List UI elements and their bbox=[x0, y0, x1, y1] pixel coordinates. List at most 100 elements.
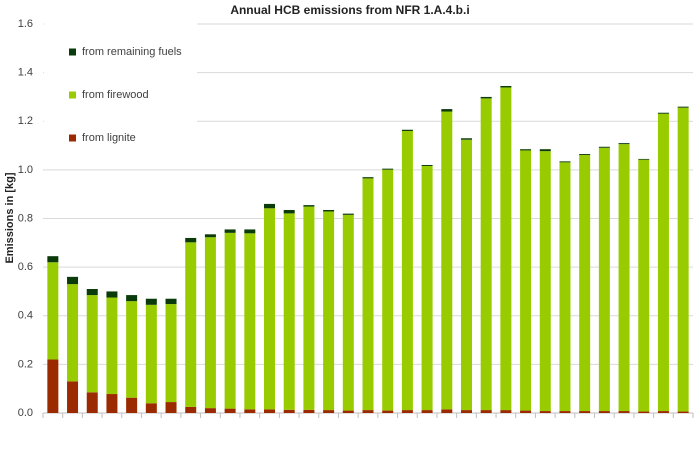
bar-segment bbox=[47, 359, 59, 413]
bar-segment bbox=[520, 410, 532, 413]
bar-segment bbox=[86, 392, 98, 413]
bar-segment bbox=[460, 139, 472, 411]
bar-segment bbox=[421, 165, 433, 411]
bar-segment bbox=[126, 295, 138, 302]
y-tick-label: 1.6 bbox=[18, 18, 33, 30]
bar-segment bbox=[657, 411, 669, 413]
bar-segment bbox=[677, 107, 689, 412]
bar-segment bbox=[165, 298, 177, 305]
bar-segment bbox=[86, 295, 98, 393]
bar-segment bbox=[323, 410, 335, 413]
bar-segment bbox=[618, 143, 630, 145]
bar-segment bbox=[638, 158, 650, 160]
y-tick-label: 0.2 bbox=[18, 358, 33, 370]
bar-segment bbox=[264, 409, 276, 413]
bar-segment bbox=[618, 144, 630, 412]
bar-segment bbox=[204, 234, 216, 238]
y-tick-label: 0.8 bbox=[18, 212, 33, 224]
bar-segment bbox=[480, 98, 492, 411]
bar-segment bbox=[618, 411, 630, 413]
chart-title: Annual HCB emissions from NFR 1.A.4.b.i bbox=[230, 3, 469, 17]
bar-segment bbox=[303, 206, 315, 410]
bar-segment bbox=[539, 411, 551, 413]
bar-segment bbox=[401, 410, 413, 413]
bar-segment bbox=[224, 408, 236, 413]
legend-marker bbox=[69, 48, 76, 56]
bar-segment bbox=[539, 151, 551, 412]
bar-segment bbox=[67, 381, 79, 413]
bar-segment bbox=[323, 209, 335, 212]
bar-segment bbox=[185, 406, 197, 413]
bar-segment bbox=[47, 262, 59, 360]
bar-segment bbox=[460, 138, 472, 140]
bar-segment bbox=[382, 410, 394, 413]
bar-segment bbox=[47, 256, 59, 263]
bar-segment bbox=[342, 214, 354, 411]
bar-segment bbox=[224, 229, 236, 233]
bar-segment bbox=[598, 147, 610, 412]
bar-segment bbox=[520, 150, 532, 411]
bar-segment bbox=[264, 208, 276, 410]
bar-segment bbox=[520, 149, 532, 151]
bar-segment bbox=[500, 85, 512, 88]
bar-segment bbox=[342, 213, 354, 215]
bar-segment bbox=[283, 213, 295, 410]
bar-segment bbox=[480, 410, 492, 413]
legend-label: from remaining fuels bbox=[82, 46, 182, 58]
bar-segment bbox=[559, 161, 571, 163]
y-tick-label: 1.4 bbox=[18, 67, 33, 79]
bar-segment bbox=[283, 409, 295, 413]
bar-segment bbox=[165, 402, 177, 413]
bar-segment bbox=[362, 177, 374, 179]
bar-segment bbox=[224, 232, 236, 409]
bar-segment bbox=[244, 233, 256, 410]
bar-segment bbox=[500, 87, 512, 411]
bar-segment bbox=[638, 159, 650, 412]
bar-segment bbox=[677, 106, 689, 108]
bar-segment bbox=[638, 411, 650, 413]
bar-segment bbox=[421, 410, 433, 413]
bar-segment bbox=[441, 409, 453, 413]
bar-segment bbox=[283, 209, 295, 214]
bar-segment bbox=[303, 205, 315, 207]
bar-segment bbox=[342, 410, 354, 413]
bar-segment bbox=[382, 168, 394, 170]
bar-segment bbox=[145, 298, 157, 305]
bar-segment bbox=[401, 130, 413, 411]
bar-segment bbox=[598, 146, 610, 148]
bar-segment bbox=[86, 289, 98, 296]
bar-segment bbox=[657, 113, 669, 412]
legend-marker bbox=[69, 91, 76, 99]
bar-segment bbox=[264, 203, 276, 209]
y-axis-title: Emissions in [kg] bbox=[4, 172, 16, 263]
bar-segment bbox=[204, 408, 216, 413]
bar-segment bbox=[441, 109, 453, 112]
bar-segment bbox=[401, 129, 413, 131]
bar-segment bbox=[303, 409, 315, 413]
bar-segment bbox=[145, 403, 157, 413]
bar-segment bbox=[126, 301, 138, 398]
bar-segment bbox=[559, 411, 571, 413]
bar-segment bbox=[539, 149, 551, 152]
bar-segment bbox=[598, 411, 610, 413]
bar-segment bbox=[106, 394, 118, 413]
bar-segment bbox=[106, 291, 118, 298]
bar-segment bbox=[244, 409, 256, 413]
y-tick-label: 0.0 bbox=[18, 407, 33, 419]
bar-segment bbox=[67, 276, 79, 285]
bar-segment bbox=[362, 178, 374, 411]
y-tick-label: 1.2 bbox=[18, 115, 33, 127]
bar-segment bbox=[204, 237, 216, 409]
bar-segment bbox=[579, 155, 591, 412]
bar-segment bbox=[421, 165, 433, 166]
legend-marker bbox=[69, 134, 76, 142]
y-tick-label: 0.6 bbox=[18, 261, 33, 273]
bar-segment bbox=[106, 297, 118, 395]
bar-segment bbox=[185, 237, 197, 243]
legend-label: from lignite bbox=[82, 132, 136, 144]
bar-segment bbox=[382, 169, 394, 411]
y-tick-label: 1.0 bbox=[18, 164, 33, 176]
bar-segment bbox=[579, 154, 591, 156]
bar-segment bbox=[185, 242, 197, 407]
